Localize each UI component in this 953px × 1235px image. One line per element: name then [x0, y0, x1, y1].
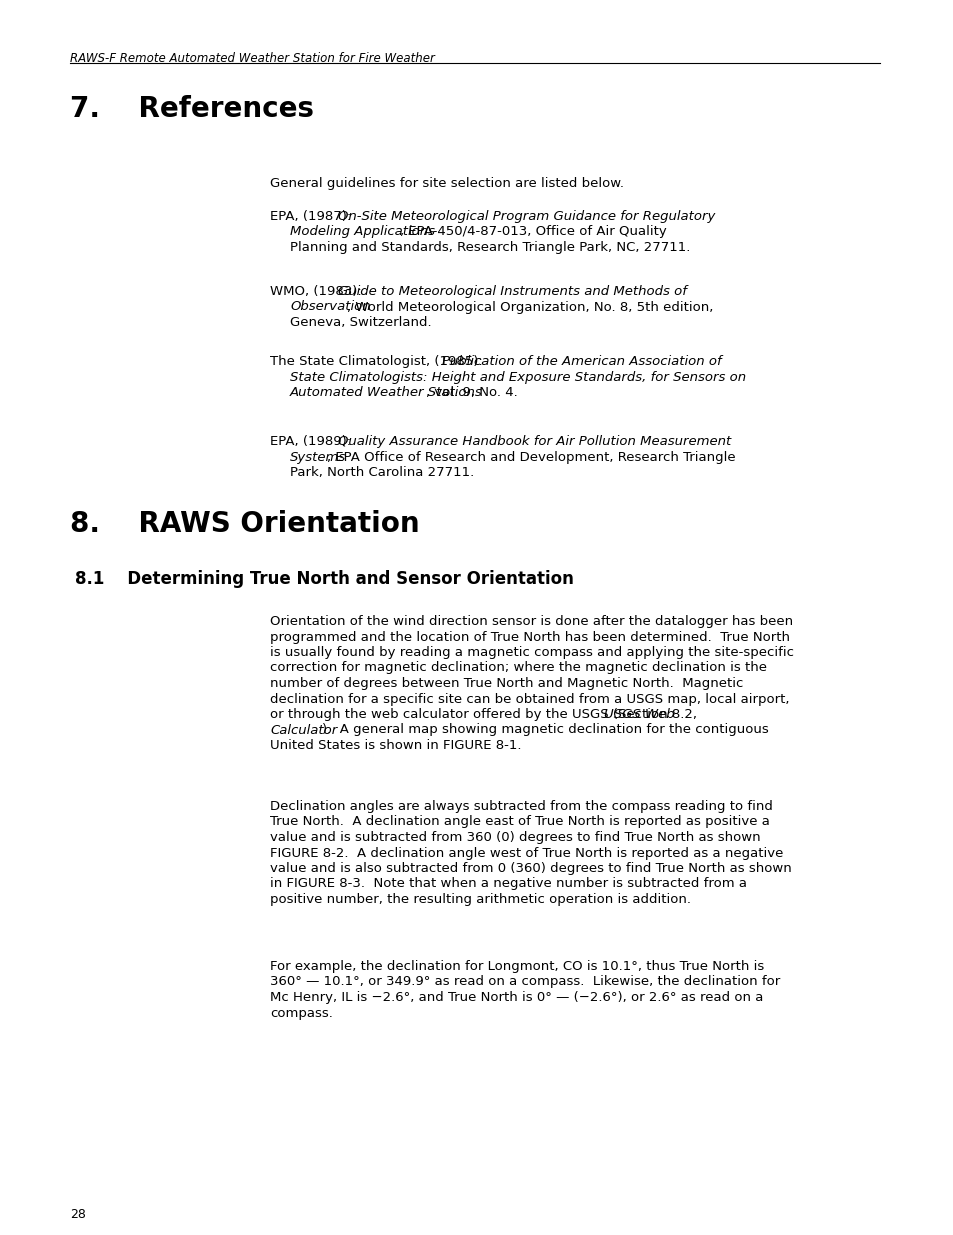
- Text: EPA, (1987):: EPA, (1987):: [270, 210, 355, 224]
- Text: , EPA-450/4-87-013, Office of Air Quality: , EPA-450/4-87-013, Office of Air Qualit…: [399, 226, 666, 238]
- Text: Automated Weather Stations: Automated Weather Stations: [290, 387, 482, 399]
- Text: The State Climatologist, (1985):: The State Climatologist, (1985):: [270, 354, 486, 368]
- Text: True North.  A declination angle east of True North is reported as positive a: True North. A declination angle east of …: [270, 815, 769, 829]
- Text: 28: 28: [70, 1208, 86, 1221]
- Text: is usually found by reading a magnetic compass and applying the site-specific: is usually found by reading a magnetic c…: [270, 646, 793, 659]
- Text: Observation: Observation: [290, 300, 370, 314]
- Text: value and is also subtracted from 0 (360) degrees to find True North as shown: value and is also subtracted from 0 (360…: [270, 862, 791, 876]
- Text: Calculator: Calculator: [270, 724, 337, 736]
- Text: or through the web calculator offered by the USGS (Section 8.2,: or through the web calculator offered by…: [270, 708, 700, 721]
- Text: correction for magnetic declination; where the magnetic declination is the: correction for magnetic declination; whe…: [270, 662, 766, 674]
- Text: Quality Assurance Handbook for Air Pollution Measurement: Quality Assurance Handbook for Air Pollu…: [337, 435, 730, 448]
- Text: RAWS-F Remote Automated Weather Station for Fire Weather: RAWS-F Remote Automated Weather Station …: [70, 52, 435, 65]
- Text: 360° — 10.1°, or 349.9° as read on a compass.  Likewise, the declination for: 360° — 10.1°, or 349.9° as read on a com…: [270, 976, 780, 988]
- Text: 8.    RAWS Orientation: 8. RAWS Orientation: [70, 510, 419, 538]
- Text: On-Site Meteorological Program Guidance for Regulatory: On-Site Meteorological Program Guidance …: [337, 210, 715, 224]
- Text: United States is shown in FIGURE 8-1.: United States is shown in FIGURE 8-1.: [270, 739, 521, 752]
- Text: Planning and Standards, Research Triangle Park, NC, 27711.: Planning and Standards, Research Triangl…: [290, 241, 690, 254]
- Text: Mc Henry, IL is −2.6°, and True North is 0° — (−2.6°), or 2.6° as read on a: Mc Henry, IL is −2.6°, and True North is…: [270, 990, 762, 1004]
- Text: number of degrees between True North and Magnetic North.  Magnetic: number of degrees between True North and…: [270, 677, 742, 690]
- Text: FIGURE 8-2.  A declination angle west of True North is reported as a negative: FIGURE 8-2. A declination angle west of …: [270, 846, 782, 860]
- Text: , vol. 9, No. 4.: , vol. 9, No. 4.: [425, 387, 517, 399]
- Text: Orientation of the wind direction sensor is done after the datalogger has been: Orientation of the wind direction sensor…: [270, 615, 792, 629]
- Text: EPA, (1989):: EPA, (1989):: [270, 435, 355, 448]
- Text: compass.: compass.: [270, 1007, 333, 1020]
- Text: USGS Web: USGS Web: [604, 708, 675, 721]
- Text: Park, North Carolina 27711.: Park, North Carolina 27711.: [290, 466, 474, 479]
- Text: 7.    References: 7. References: [70, 95, 314, 124]
- Text: 8.1    Determining True North and Sensor Orientation: 8.1 Determining True North and Sensor Or…: [75, 571, 574, 588]
- Text: Publication of the American Association of: Publication of the American Association …: [442, 354, 721, 368]
- Text: programmed and the location of True North has been determined.  True North: programmed and the location of True Nort…: [270, 631, 789, 643]
- Text: positive number, the resulting arithmetic operation is addition.: positive number, the resulting arithmeti…: [270, 893, 690, 906]
- Text: Guide to Meteorological Instruments and Methods of: Guide to Meteorological Instruments and …: [337, 285, 686, 298]
- Text: State Climatologists: Height and Exposure Standards, for Sensors on: State Climatologists: Height and Exposur…: [290, 370, 745, 384]
- Text: ).  A general map showing magnetic declination for the contiguous: ). A general map showing magnetic declin…: [322, 724, 768, 736]
- Text: Systems: Systems: [290, 451, 346, 463]
- Text: Geneva, Switzerland.: Geneva, Switzerland.: [290, 316, 431, 329]
- Text: For example, the declination for Longmont, CO is 10.1°, thus True North is: For example, the declination for Longmon…: [270, 960, 763, 973]
- Text: , World Meteorological Organization, No. 8, 5th edition,: , World Meteorological Organization, No.…: [347, 300, 713, 314]
- Text: in FIGURE 8-3.  Note that when a negative number is subtracted from a: in FIGURE 8-3. Note that when a negative…: [270, 878, 746, 890]
- Text: General guidelines for site selection are listed below.: General guidelines for site selection ar…: [270, 177, 623, 190]
- Text: declination for a specific site can be obtained from a USGS map, local airport,: declination for a specific site can be o…: [270, 693, 789, 705]
- Text: , EPA Office of Research and Development, Research Triangle: , EPA Office of Research and Development…: [326, 451, 735, 463]
- Text: value and is subtracted from 360 (0) degrees to find True North as shown: value and is subtracted from 360 (0) deg…: [270, 831, 760, 844]
- Text: WMO, (1983):: WMO, (1983):: [270, 285, 366, 298]
- Text: Declination angles are always subtracted from the compass reading to find: Declination angles are always subtracted…: [270, 800, 772, 813]
- Text: Modeling Applications: Modeling Applications: [290, 226, 435, 238]
